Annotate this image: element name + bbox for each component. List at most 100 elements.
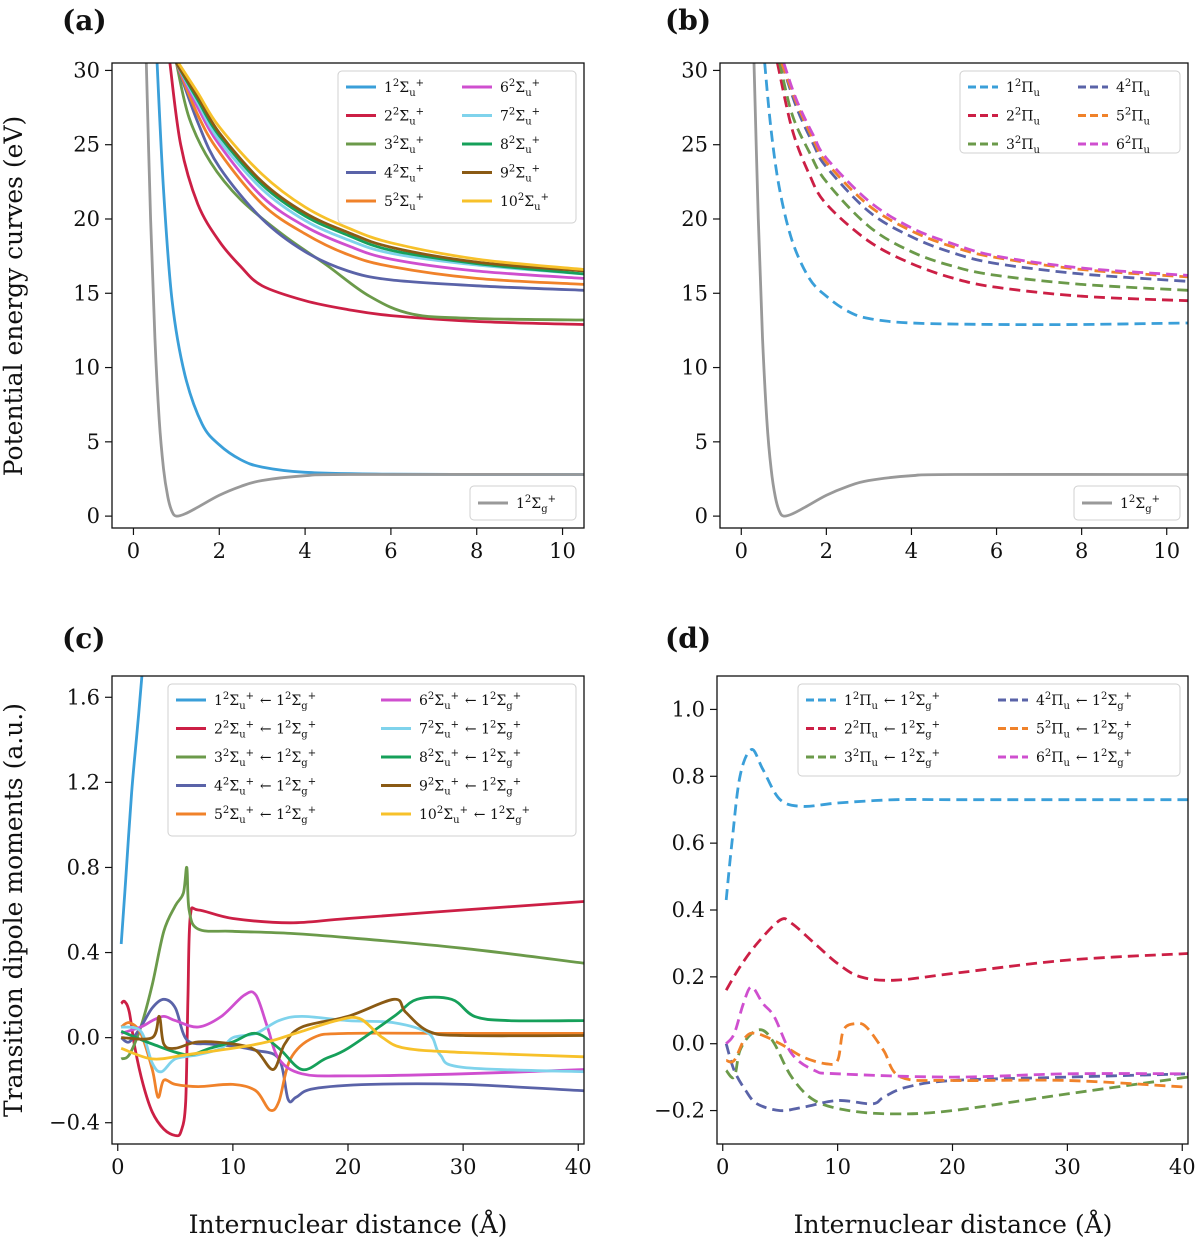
legend-label: 42Σu+ — [384, 164, 425, 185]
legend-ground-state: 12Σg+ — [469, 485, 577, 521]
series-line — [780, 63, 1188, 279]
legend: 12Πu 22Πu 32Πu 42Πu 52Πu 62Πu — [959, 70, 1181, 156]
panel-label-d: (d) — [665, 622, 711, 655]
x-tick-label: 6 — [384, 539, 397, 563]
panel-c: 0 10 20 30 40 −0.4 0.0 0.4 0.8 1.2 1.6 12Σu+ ← 12Σg… — [49, 675, 592, 1179]
y-tick-label: 0.4 — [67, 941, 100, 965]
series-line — [724, 917, 1188, 991]
legend-label: 82Σu+ ← 12Σg+ — [419, 748, 523, 769]
x-tick-label: 2 — [820, 539, 833, 563]
x-axis-label-c: Internuclear distance (Å) — [189, 1209, 508, 1239]
y-tick-label: 0.6 — [672, 831, 705, 855]
x-tick-label: 0 — [716, 1155, 729, 1179]
series-line — [144, 63, 584, 518]
panel-b: 0 2 4 6 8 10 0 5 10 15 20 25 30 12Πu 22Πu 32Πu 42Πu 5… — [681, 58, 1189, 563]
x-tick-label: 30 — [450, 1155, 477, 1179]
series-line — [724, 748, 1188, 901]
y-tick-label: 15 — [681, 281, 708, 305]
panel-label-b: (b) — [665, 4, 711, 37]
series-line — [120, 866, 584, 1061]
legend-label: 52Σu+ — [384, 192, 425, 213]
series-line — [120, 1021, 584, 1112]
panel-label-a: (a) — [62, 4, 107, 37]
x-tick-label: 40 — [1169, 1155, 1196, 1179]
panel-d: 0 10 20 30 40 −0.2 0.0 0.2 0.4 0.6 0.8 1.0 12Πu ← 12… — [654, 675, 1196, 1179]
x-tick-label: 10 — [549, 539, 576, 563]
y-tick-label: 1.6 — [67, 685, 100, 709]
legend-label: 32Πu ← 12Σg+ — [844, 748, 941, 769]
x-tick-label: 20 — [939, 1155, 966, 1179]
legend-label: 12Σg+ — [1120, 494, 1161, 515]
legend-label: 42Πu — [1116, 78, 1151, 99]
panel-label-c: (c) — [62, 622, 106, 655]
legend: 12Σu+ 22Σu+ 32Σu+ 42Σu+ 52Σu+ 62Σu+ 72Σu… — [337, 70, 577, 224]
y-tick-label: 1.0 — [672, 697, 705, 721]
legend-label: 92Σu+ — [500, 164, 541, 185]
series-line — [752, 63, 1188, 518]
y-tick-label: 5 — [87, 430, 100, 454]
x-tick-label: 0 — [735, 539, 748, 563]
y-tick-label: 0 — [87, 504, 100, 528]
x-tick-label: 10 — [220, 1155, 247, 1179]
legend-label: 62Σu+ — [500, 78, 541, 99]
legend-label: 102Σu+ — [500, 192, 550, 213]
y-tick-label: 25 — [681, 133, 708, 157]
y-tick-label: 0.0 — [67, 1026, 100, 1050]
panel-a: 0 2 4 6 8 10 0 5 10 15 20 25 30 12Σu+ 22Σu+ 32Σu+ 42Σ… — [73, 58, 585, 563]
y-tick-label: 0.8 — [672, 764, 705, 788]
y-tick-label: 0.4 — [672, 898, 705, 922]
series-group — [144, 63, 584, 518]
y-tick-label: 1.2 — [67, 770, 100, 794]
x-tick-label: 2 — [213, 539, 226, 563]
series-line — [780, 63, 1188, 283]
x-axis-label-d: Internuclear distance (Å) — [794, 1209, 1113, 1239]
series-line — [175, 63, 584, 276]
x-tick-label: 20 — [335, 1155, 362, 1179]
y-tick-label: 30 — [681, 58, 708, 82]
axes-frame — [111, 62, 585, 529]
series-line — [121, 997, 584, 1071]
legend-label: 32Πu — [1006, 135, 1041, 156]
legend-label: 52Πu ← 12Σg+ — [1036, 720, 1133, 741]
y-tick-label: 15 — [73, 281, 100, 305]
legend-label: 62Πu — [1116, 135, 1151, 156]
legend-label: 52Πu — [1116, 107, 1151, 128]
legend-label: 102Σu+ ← 12Σg+ — [419, 805, 531, 826]
series-line — [724, 1043, 1188, 1113]
y-axis-label-top: Potential energy curves (eV) — [0, 116, 28, 477]
legend-label: 32Σu+ ← 12Σg+ — [214, 748, 318, 769]
series-line — [175, 63, 584, 286]
x-tick-label: 40 — [565, 1155, 592, 1179]
legend-label: 12Πu ← 12Σg+ — [844, 691, 941, 712]
x-tick-label: 0 — [111, 1155, 124, 1179]
x-tick-label: 8 — [470, 539, 483, 563]
y-tick-label: 30 — [73, 58, 100, 82]
legend-label: 12Σu+ — [384, 78, 425, 99]
x-tick-label: 30 — [1054, 1155, 1081, 1179]
series-line — [725, 1028, 1188, 1116]
series-line — [776, 63, 1188, 303]
legend-ground-state: 12Σg+ — [1073, 485, 1181, 521]
y-tick-label: 0.2 — [672, 965, 705, 989]
legend-label: 22Πu — [1006, 107, 1041, 128]
series-line — [119, 676, 144, 945]
legend-label: 42Πu ← 12Σg+ — [1036, 691, 1133, 712]
x-tick-label: 10 — [1153, 539, 1180, 563]
x-tick-label: 4 — [298, 539, 311, 563]
y-tick-label: 20 — [681, 207, 708, 231]
series-line — [120, 900, 584, 1138]
series-line — [175, 63, 584, 273]
legend-label: 62Σu+ ← 12Σg+ — [419, 691, 523, 712]
legend-label: 22Πu ← 12Σg+ — [844, 720, 941, 741]
x-tick-label: 10 — [824, 1155, 851, 1179]
legend-label: 72Σu+ ← 12Σg+ — [419, 720, 523, 741]
legend-label: 22Σu+ ← 12Σg+ — [214, 720, 318, 741]
legend: 12Σu+ ← 12Σg+ 22Σu+ ← 12Σg+ 32Σu+ ← 12Σg… — [167, 683, 577, 837]
series-line — [782, 63, 1188, 277]
legend-label: 52Σu+ ← 12Σg+ — [214, 805, 318, 826]
legend-label: 72Σu+ — [500, 107, 541, 128]
series-group — [752, 63, 1188, 518]
y-tick-label: −0.2 — [654, 1099, 705, 1123]
y-tick-label: 0 — [695, 504, 708, 528]
